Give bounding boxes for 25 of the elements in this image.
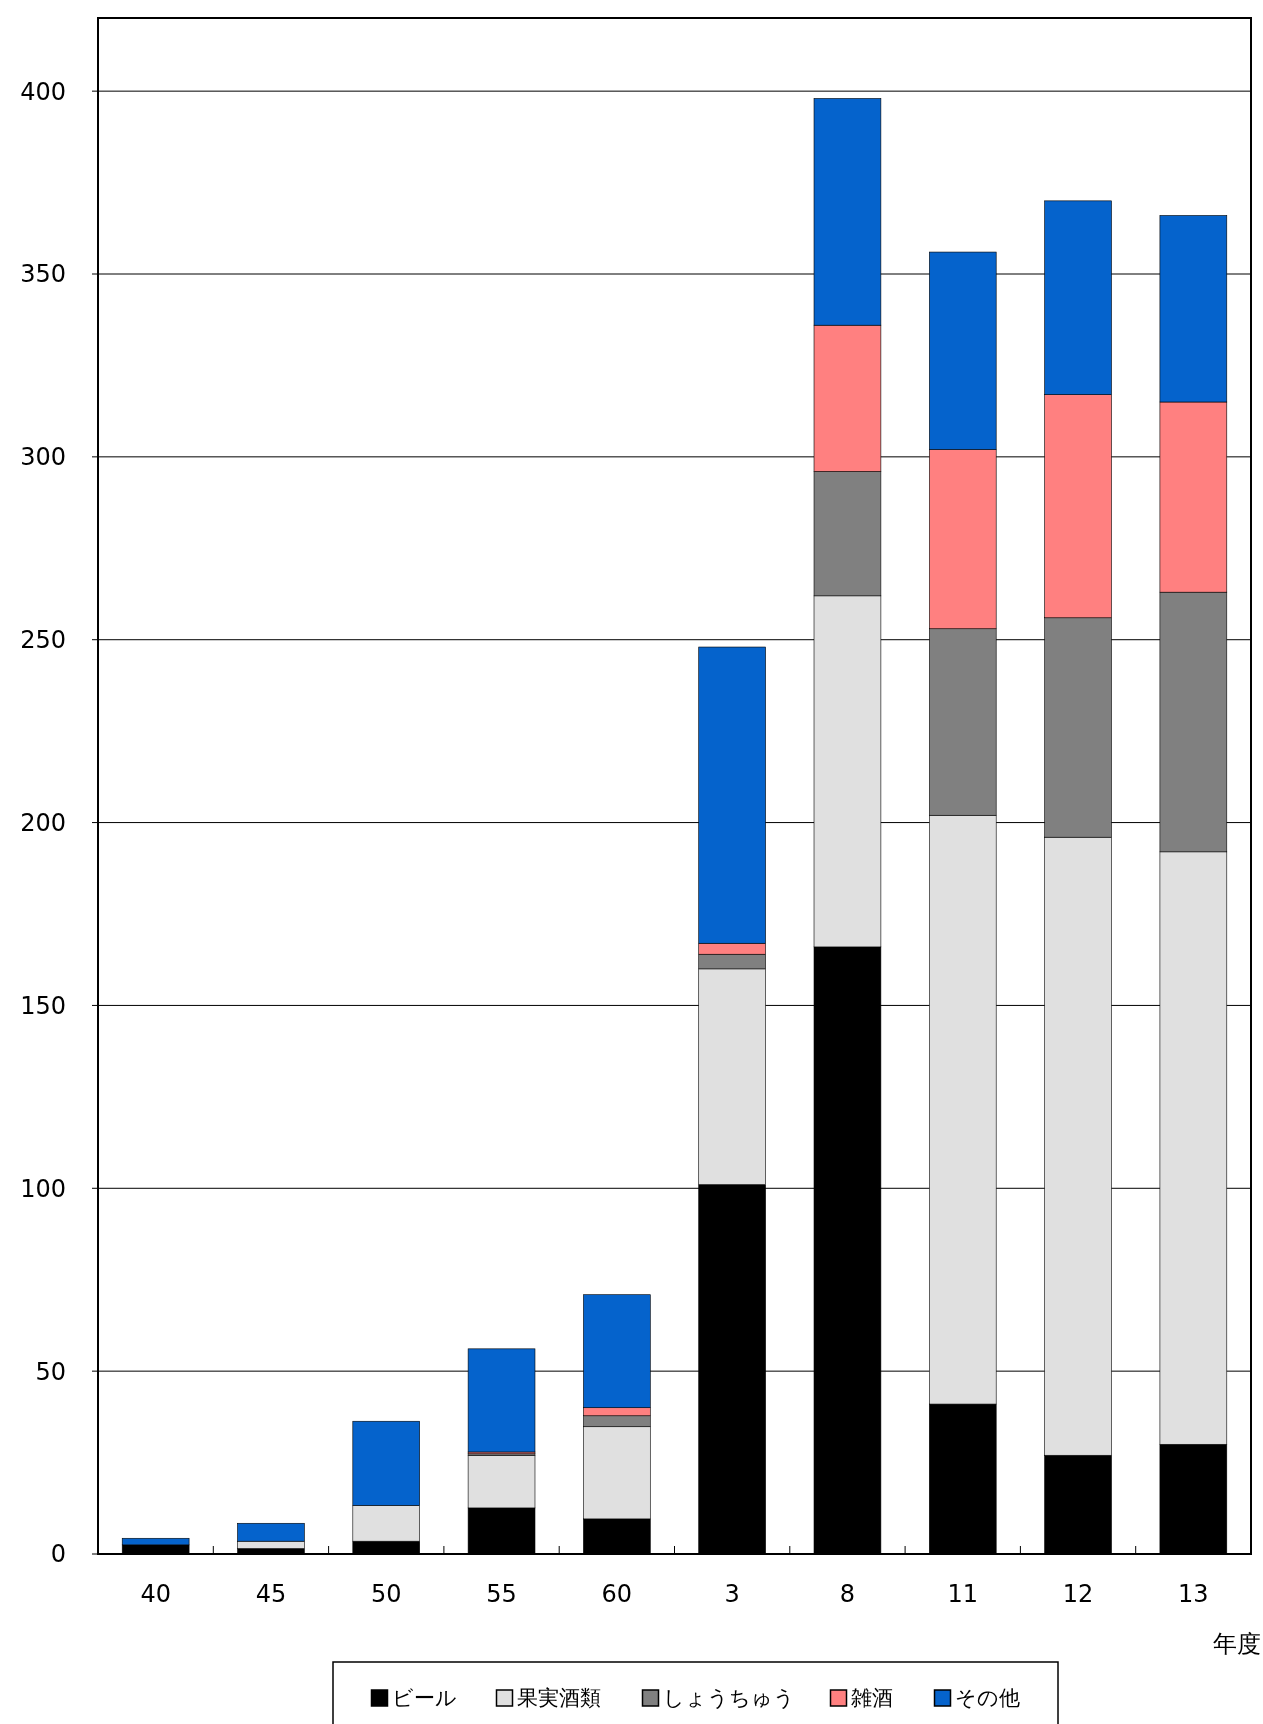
- x-axis-title: 年度: [1213, 1630, 1261, 1658]
- y-tick-label: 200: [20, 808, 66, 837]
- legend-label: ビール: [391, 1686, 457, 1711]
- x-tick-label: 8: [839, 1580, 856, 1608]
- legend-label: しょうちゅう: [662, 1686, 795, 1711]
- x-tick-label: 45: [255, 1580, 287, 1608]
- legend-label: 雑酒: [850, 1686, 893, 1711]
- x-tick-label: 50: [370, 1580, 402, 1608]
- x-tick-label: 3: [724, 1580, 740, 1608]
- x-tick-label: 40: [140, 1580, 171, 1608]
- x-tick-label: 12: [1062, 1580, 1094, 1608]
- y-tick-label: 0: [50, 1540, 66, 1569]
- y-tick-label: 100: [20, 1174, 66, 1203]
- x-tick-label: 13: [1178, 1580, 1209, 1608]
- x-tick-label: 60: [601, 1580, 633, 1608]
- y-tick-label: 400: [20, 77, 66, 106]
- y-tick-label: 350: [20, 260, 66, 289]
- y-tick-label: 50: [35, 1357, 66, 1386]
- legend-label: その他: [954, 1686, 1020, 1711]
- y-tick-label: 250: [20, 626, 66, 655]
- x-tick-label: 55: [486, 1580, 517, 1608]
- y-tick-label: 300: [20, 443, 66, 472]
- x-tick-label: 11: [947, 1580, 979, 1608]
- y-tick-label: 150: [20, 991, 66, 1020]
- legend-label: 果実酒類: [516, 1686, 601, 1711]
